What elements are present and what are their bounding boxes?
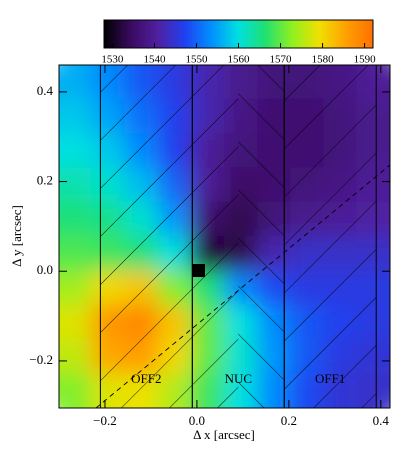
y-tick-label: −0.2 [29, 352, 53, 367]
heat-cell [59, 98, 93, 135]
y-tick-label: 0.4 [37, 83, 54, 98]
heat-cell [59, 304, 93, 340]
heat-cell [59, 65, 93, 100]
hatch [284, 65, 377, 408]
heat-cell [59, 167, 93, 203]
region-label: OFF1 [315, 371, 345, 386]
heat-cell [59, 373, 93, 408]
colorbar-tick-label: 1570 [270, 54, 293, 66]
colorbar-tick-label: 1590 [354, 54, 377, 66]
heat-cell [59, 236, 93, 272]
dashed-axis [95, 164, 390, 408]
slit-regions [99, 65, 377, 408]
colorbar-tick-label: 1560 [228, 54, 251, 66]
colorbar-tick-label: 1530 [101, 54, 124, 66]
region-label: OFF2 [131, 371, 161, 386]
plot-frame [58, 64, 391, 409]
x-tick-label: 0.2 [281, 413, 297, 428]
colorbar-tick-label: 1540 [143, 54, 166, 66]
hatch [192, 65, 239, 408]
colorbar-tick-label: 1580 [312, 54, 335, 66]
heat-cell [59, 133, 93, 169]
y-axis-label: Δ y [arcsec] [9, 205, 24, 267]
x-axis-label: Δ x [arcsec] [193, 427, 255, 442]
nucleus-marker [192, 264, 205, 277]
x-tick-label: 0.0 [189, 413, 205, 428]
heat-cell [59, 270, 93, 306]
hatch [100, 65, 193, 408]
x-tick-label: −0.2 [93, 413, 117, 428]
colorbar-tick-label: 1550 [185, 54, 208, 66]
y-tick-label: 0.2 [37, 173, 53, 188]
region-label: NUC [225, 371, 252, 386]
heat-cell [59, 201, 93, 237]
x-tick-label: 0.4 [373, 413, 390, 428]
heat-cell [59, 338, 93, 375]
hatch [238, 65, 285, 408]
y-tick-label: 0.0 [37, 262, 53, 277]
